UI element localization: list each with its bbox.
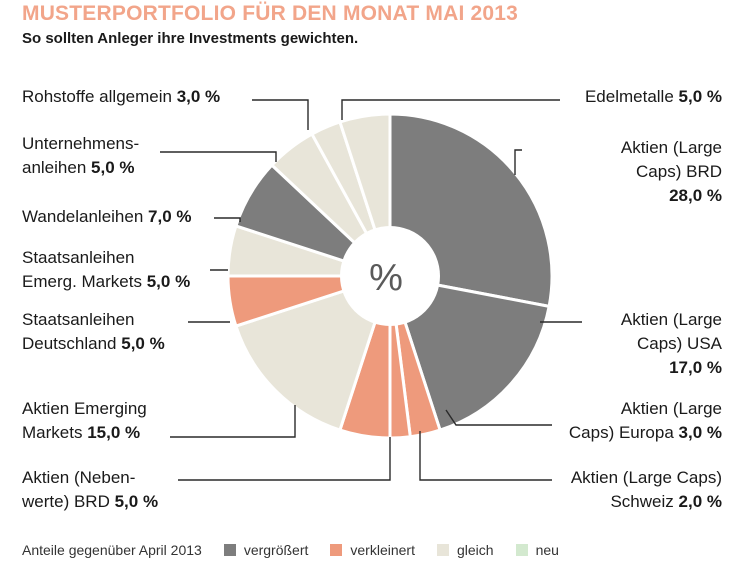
slice-name: Edelmetalle (584, 87, 674, 106)
slice-name: Staatsanleihen (22, 248, 135, 267)
slice-name: werte) BRD (22, 492, 110, 511)
legend-item-verkleinert: verkleinert (330, 542, 415, 558)
pie-slice (388, 274, 551, 432)
slice-label: Aktien (Large Caps) Europa 3,0 % (569, 397, 722, 445)
leader-line (178, 437, 391, 481)
slice-value: 3,0 % (176, 87, 221, 106)
slice-label: Staatsanleihen Emerg. Markets 5,0 % (22, 246, 190, 294)
legend-swatch (330, 544, 343, 556)
slice-value: 5,0 % (678, 87, 722, 106)
slice-label: Unternehmens-anleihen 5,0 % (22, 132, 139, 180)
legend-swatch (436, 544, 449, 556)
slice-value: 5,0 % (146, 272, 191, 291)
legend-intro: Anteile gegenüber April 2013 (22, 542, 202, 558)
slice-value: 5,0 % (121, 334, 165, 353)
slice-label: Staatsanleihen Deutschland 5,0 % (22, 308, 165, 356)
slice-value: 5,0 % (114, 492, 159, 511)
leader-line (160, 151, 277, 162)
leader-line (445, 409, 552, 426)
leader-line (170, 405, 296, 438)
leader-line (252, 99, 309, 130)
legend-item-gleich: gleich (436, 542, 494, 558)
chart-subtitle: So sollten Anleger ihre Investments gewi… (22, 30, 359, 47)
slice-label: Aktien (Large Caps) BRD 28,0 % (621, 136, 722, 208)
legend-label: verkleinert (350, 542, 415, 558)
legend-item-neu: neu (515, 542, 559, 558)
slice-value: 17,0 % (669, 358, 722, 377)
legend-label: neu (535, 542, 559, 558)
slice-name: Aktien (Neben- (22, 468, 136, 487)
slice-name: Markets (22, 423, 83, 442)
slice-value: 5,0 % (91, 158, 135, 177)
legend-swatch (223, 544, 236, 556)
slice-label: Rohstoffe allgemein 3,0 % (22, 85, 220, 109)
slice-value: 2,0 % (678, 492, 722, 511)
legend-swatch (515, 544, 528, 556)
center-hole (340, 226, 440, 326)
slice-name: Caps) BRD (636, 162, 722, 181)
leader-line (341, 99, 560, 120)
leader-line (214, 217, 241, 222)
slice-value: 15,0 % (87, 423, 141, 442)
legend-label: vergrößert (243, 542, 309, 558)
legend-item-vergroessert: vergrößert (223, 542, 309, 558)
center-label: % (369, 257, 403, 299)
legend-label: gleich (456, 542, 494, 558)
slice-name: Caps) Europa (568, 423, 674, 442)
slice-name: Aktien Emerging (22, 399, 147, 418)
slice-name: Unternehmens- (22, 134, 140, 153)
slice-label: Wandelanleihen 7,0 % (22, 205, 192, 229)
slice-label: Edelmetalle 5,0 % (585, 85, 722, 109)
slice-name: Deutschland (22, 334, 117, 353)
slice-name: Wandelanleihen (22, 207, 144, 226)
leader-line (419, 431, 552, 481)
slice-name: Rohstoffe allgemein (22, 87, 172, 106)
slice-label: Aktien (Neben-werte) BRD 5,0 % (22, 466, 158, 514)
slice-name: Caps) USA (636, 334, 722, 353)
slice-name: Staatsanleihen (22, 310, 135, 329)
slice-value: 3,0 % (678, 423, 722, 442)
slice-name: Aktien (Large (620, 399, 722, 418)
slice-label: Aktien (Large Caps) Schweiz 2,0 % (571, 466, 722, 514)
slice-name: Aktien (Large (620, 138, 722, 157)
pie-chart: % (160, 99, 582, 481)
slice-name: anleihen (22, 158, 87, 177)
leader-line (514, 149, 522, 175)
slice-name: Schweiz (610, 492, 674, 511)
chart-title: MUSTERPORTFOLIO FÜR DEN MONAT MAI 2013 (22, 2, 519, 25)
slice-value: 7,0 % (148, 207, 192, 226)
legend: Anteile gegenüber April 2013 vergrößert … (22, 542, 559, 558)
slice-name: Aktien (Large (620, 310, 722, 329)
slice-label: Aktien Emerging Markets 15,0 % (22, 397, 147, 445)
slice-label: Aktien (Large Caps) USA 17,0 % (621, 308, 722, 380)
slice-value: 28,0 % (669, 186, 722, 205)
slice-name: Emerg. Markets (22, 272, 142, 291)
slice-name: Aktien (Large Caps) (570, 468, 722, 487)
